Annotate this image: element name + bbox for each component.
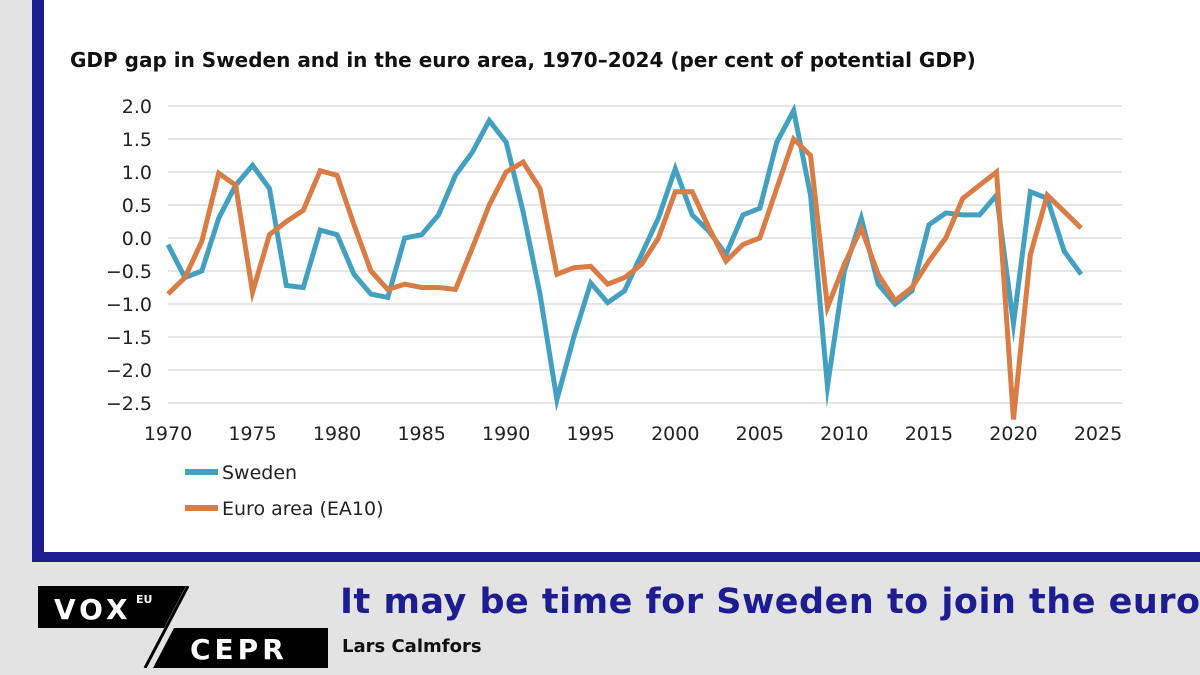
x-tick-label: 1995 — [567, 423, 615, 445]
logo-slash — [143, 586, 190, 668]
logo-eu-text: EU — [136, 593, 152, 606]
legend-label-euro-area: Euro area (EA10) — [222, 498, 384, 520]
y-tick-label: −2.5 — [106, 393, 152, 415]
line-chart: 2.0 1.5 1.0 0.5 0.0 −0.5 −1.0 −1.5 −2.0 −2.5 1970… — [106, 96, 1122, 520]
voxeu-cepr-logo[interactable]: VOX EU CEPR — [38, 586, 338, 668]
chart-grid — [168, 105, 1122, 404]
logo-cepr-text: CEPR — [190, 633, 288, 666]
x-tick-label: 2000 — [651, 423, 699, 445]
y-tick-label: 0.0 — [122, 228, 152, 250]
series-line-sweden — [165, 103, 1084, 412]
x-tick-label: 1980 — [313, 423, 361, 445]
logo-cepr-block — [153, 628, 328, 668]
x-tick-label: 1975 — [228, 423, 276, 445]
x-axis-ticks: 1970 1975 1980 1985 1990 1995 2000 2005 2010 2015… — [144, 423, 1122, 445]
x-tick-label: 1990 — [482, 423, 530, 445]
x-tick-label: 2025 — [1074, 423, 1122, 445]
series-line-euro-area — [166, 134, 1083, 420]
y-tick-label: 2.0 — [122, 96, 152, 118]
y-tick-label: 1.0 — [122, 162, 152, 184]
y-tick-label: −1.5 — [106, 327, 152, 349]
y-tick-label: −0.5 — [106, 261, 152, 283]
legend-label-sweden: Sweden — [222, 462, 297, 484]
x-tick-label: 2015 — [905, 423, 953, 445]
x-tick-label: 1970 — [144, 423, 192, 445]
y-tick-label: −1.0 — [106, 294, 152, 316]
x-tick-label: 2010 — [820, 423, 868, 445]
y-tick-label: −2.0 — [106, 360, 152, 382]
x-tick-label: 1985 — [397, 423, 445, 445]
chart-legend: Sweden Euro area (EA10) — [185, 462, 384, 520]
logo-vox-block — [38, 586, 186, 628]
y-axis-ticks: 2.0 1.5 1.0 0.5 0.0 −0.5 −1.0 −1.5 −2.0 −2.5 — [106, 96, 152, 415]
article-headline[interactable]: It may be time for Sweden to join the eu… — [340, 582, 1200, 622]
y-tick-label: 0.5 — [122, 195, 152, 217]
chart-title: GDP gap in Sweden and in the euro area, … — [70, 48, 976, 72]
x-tick-label: 2020 — [989, 423, 1037, 445]
x-tick-label: 2005 — [736, 423, 784, 445]
y-tick-label: 1.5 — [122, 129, 152, 151]
article-author[interactable]: Lars Calmfors — [342, 636, 482, 657]
chart-series — [165, 103, 1084, 420]
logo-vox-text: VOX — [54, 593, 132, 626]
